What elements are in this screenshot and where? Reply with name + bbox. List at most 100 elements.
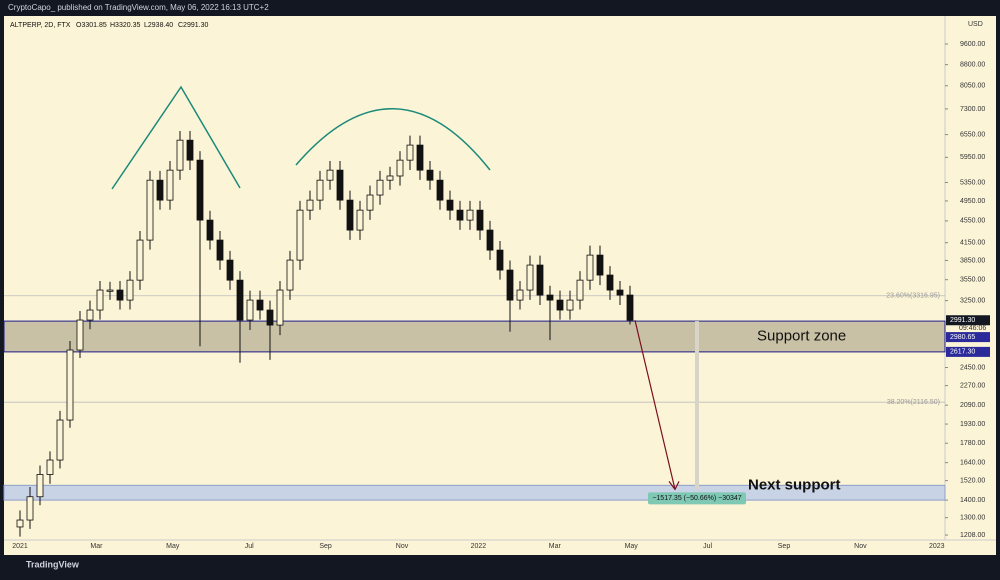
candle-body [366, 194, 374, 211]
candle-body [86, 309, 94, 321]
candle-body [346, 199, 354, 231]
y-tick-label: 6550.00 [960, 131, 985, 138]
candle-body [376, 179, 384, 196]
candle-body [26, 496, 34, 521]
candle-body [156, 179, 164, 201]
candle-body [326, 169, 334, 181]
zone-label: Support zone [757, 327, 846, 344]
currency: USD [968, 21, 983, 28]
candle-body [76, 319, 84, 351]
x-tick-label: May [625, 543, 639, 550]
plot-background [4, 16, 996, 555]
candle-body [486, 229, 494, 251]
y-tick-label: 7300.00 [960, 106, 985, 113]
x-tick-label: May [166, 543, 180, 550]
y-tick-label: 1300.00 [960, 515, 985, 522]
y-tick-label: 2270.00 [960, 382, 985, 389]
countdown: 09:46:06 [959, 325, 986, 332]
x-tick-label: 2021 [12, 543, 28, 550]
candle-body [296, 209, 304, 261]
candle-body [576, 279, 584, 301]
candle-body [96, 289, 104, 311]
candle-body [196, 159, 204, 221]
candle-body [596, 254, 604, 276]
x-tick-label: Nov [854, 543, 867, 550]
candle-body [526, 264, 534, 291]
candle-body [496, 249, 504, 271]
candle-body [186, 139, 194, 161]
arc-drawing [295, 108, 491, 171]
zone-label: Next support [748, 477, 841, 494]
y-tick-label: 4950.00 [960, 198, 985, 205]
x-tick-label: Sep [319, 543, 332, 550]
y-tick-label: 1208.00 [960, 532, 985, 539]
fib-label: 23.60%(3316.95) [886, 293, 940, 300]
x-tick-label: Jul [703, 543, 712, 550]
price-tag [946, 315, 990, 326]
candle-body [16, 519, 24, 528]
x-tick-label: 2023 [929, 543, 945, 550]
x-tick-label: Mar [549, 543, 562, 550]
candle-body [386, 175, 394, 181]
y-tick-label: 3850.00 [960, 257, 985, 264]
candle-body [46, 459, 54, 475]
candle-body [516, 289, 524, 301]
candle-body [506, 269, 514, 301]
y-tick-label: 3250.00 [960, 297, 985, 304]
brand: TradingView [26, 559, 80, 569]
fib-label: 38.20%(2116.50) [887, 399, 940, 406]
candle-body [606, 274, 614, 291]
candle-body [566, 299, 574, 311]
candle-body [256, 299, 264, 311]
candle-body [616, 289, 624, 296]
y-tick-label: 5350.00 [960, 179, 985, 186]
x-tick-label: Jul [245, 543, 254, 550]
candle-body [556, 299, 564, 311]
ohlc-value: L2938.40 [144, 22, 173, 29]
candle-body [396, 159, 404, 177]
price-tag-label: 2617.30 [950, 349, 975, 356]
y-tick-label: 2090.00 [960, 402, 985, 409]
candle-body [466, 209, 474, 221]
price-tag-label: 2980.65 [950, 334, 975, 341]
y-tick-label: 1930.00 [960, 421, 985, 428]
y-tick-label: 1780.00 [960, 440, 985, 447]
zone [3, 320, 946, 353]
price-tag-label: 2991.30 [950, 317, 975, 324]
y-tick-label: 2450.00 [960, 364, 985, 371]
candle-body [436, 179, 444, 201]
candle-body [246, 299, 254, 321]
candle-body [226, 259, 234, 281]
projection-arrow [634, 320, 676, 490]
candle-body [476, 209, 484, 231]
y-tick-label: 3550.00 [960, 277, 985, 284]
price-tag [946, 346, 990, 357]
ohlc-value: C2991.30 [178, 22, 208, 29]
candle-body [446, 199, 454, 211]
publish-info: CryptoCapo_ published on TradingView.com… [8, 3, 269, 12]
candle-body [126, 279, 134, 301]
candle-body [146, 179, 154, 241]
candle-body [116, 289, 124, 301]
candle-body [166, 169, 174, 201]
y-tick-label: 4150.00 [960, 240, 985, 247]
x-tick-label: Sep [778, 543, 791, 550]
price-tag [946, 332, 990, 343]
candle-body [316, 179, 324, 201]
x-tick-label: 2022 [471, 543, 487, 550]
candle-body [266, 309, 274, 326]
measure-bar [695, 321, 699, 490]
candle-body [206, 219, 214, 241]
y-tick-label: 4550.00 [960, 218, 985, 225]
candle-body [406, 144, 414, 161]
y-tick-label: 8050.00 [960, 83, 985, 90]
measure-label: −1517.35 (−50.66%) −30347 [652, 495, 741, 502]
candle-body [416, 144, 424, 171]
arrow-head [668, 481, 680, 491]
candle-body [216, 239, 224, 261]
peak-drawing [111, 85, 241, 190]
candle-body [456, 209, 464, 221]
y-tick-label: 1520.00 [960, 477, 985, 484]
candle-body [36, 474, 44, 498]
